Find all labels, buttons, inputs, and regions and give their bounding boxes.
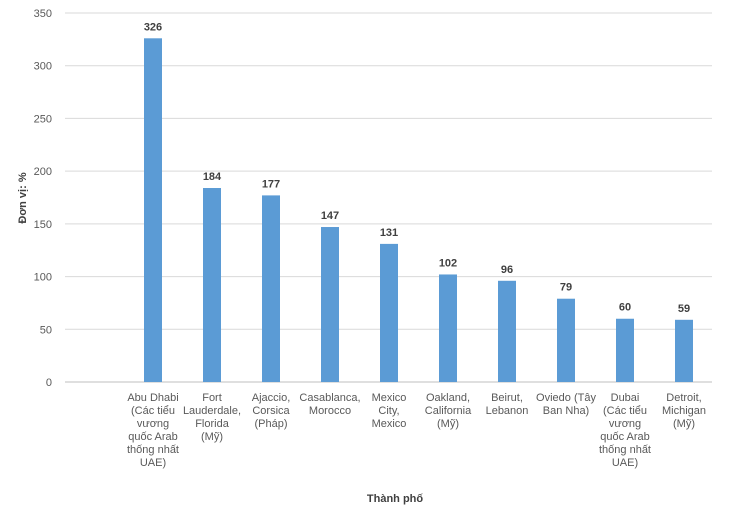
- bar: [380, 243, 398, 382]
- x-tick-label: Mexico City, Mexico: [372, 392, 407, 430]
- data-label: 326: [144, 21, 162, 33]
- y-tick-label: 250: [34, 113, 52, 125]
- y-tick-label: 300: [34, 61, 52, 73]
- bar: [675, 319, 693, 382]
- data-label: 147: [321, 210, 339, 222]
- x-tick-label: Casablanca, Morocco: [299, 392, 360, 417]
- x-tick-label: Oakland, California (Mỹ): [425, 392, 472, 430]
- bar: [321, 227, 339, 382]
- bar: [616, 318, 634, 382]
- y-axis-ticks: 0 50 100 150 200 250 300 350: [34, 8, 52, 389]
- y-tick-label: 350: [34, 8, 52, 20]
- x-tick-label: Detroit, Michigan (Mỹ): [662, 392, 706, 430]
- y-tick-label: 200: [34, 166, 52, 178]
- data-label: 131: [380, 227, 398, 239]
- data-label: 102: [439, 257, 457, 269]
- data-label: 184: [203, 171, 222, 183]
- x-tick-label: Ajaccio, Corsica (Pháp): [252, 392, 291, 430]
- bar: [557, 298, 575, 382]
- x-tick-label: Fort Lauderdale, Florida (Mỹ): [183, 392, 241, 443]
- y-tick-label: 150: [34, 219, 52, 231]
- y-tick-label: 50: [40, 324, 52, 336]
- data-label: 96: [501, 264, 513, 276]
- x-tick-label: Abu Dhabi (Các tiểu vương quốc Arab thống nh…: [127, 392, 179, 469]
- bar: [439, 274, 457, 382]
- x-tick-label: Beirut, Lebanon: [486, 392, 529, 417]
- y-axis-title: Đơn vị: %: [17, 172, 29, 223]
- x-axis-categories: Abu Dhabi (Các tiểu vương quốc Arab thống nh…: [127, 392, 706, 469]
- data-label: 60: [619, 302, 631, 314]
- bar: [203, 188, 221, 382]
- y-tick-label: 0: [46, 377, 52, 389]
- data-label: 177: [262, 178, 280, 190]
- bar: [144, 38, 162, 382]
- y-tick-label: 100: [34, 272, 52, 284]
- data-label: 59: [678, 303, 690, 315]
- data-labels: 326 184 177 147 131 102 96 79 60 59: [144, 21, 690, 314]
- x-tick-label: Dubai (Các tiểu vương quốc Arab thống nhất UA…: [599, 392, 651, 469]
- bars: [144, 38, 693, 382]
- data-label: 79: [560, 282, 572, 294]
- bar: [498, 280, 516, 382]
- x-tick-label: Oviedo (Tây Ban Nha): [536, 392, 596, 417]
- bar: [262, 195, 280, 382]
- x-axis-title: Thành phố: [367, 493, 423, 505]
